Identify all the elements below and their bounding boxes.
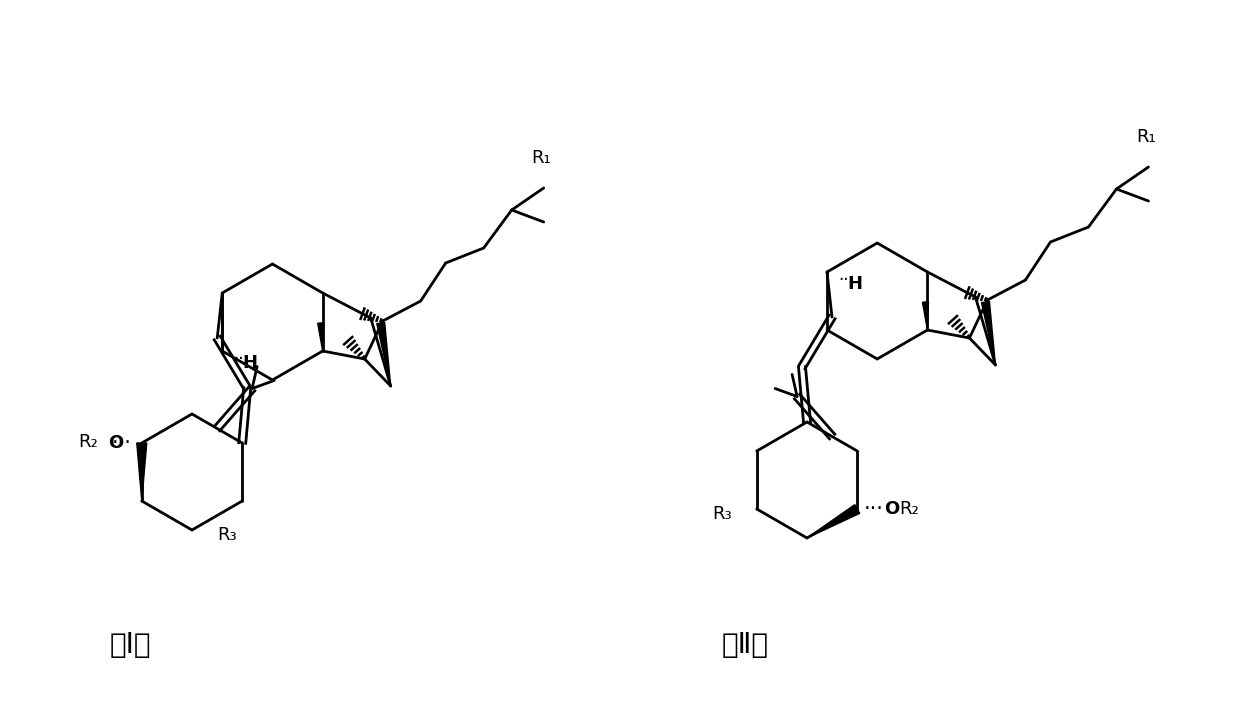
Text: R₂: R₂: [899, 500, 919, 518]
Text: H: H: [243, 354, 258, 372]
Text: R₃: R₃: [217, 526, 237, 544]
Polygon shape: [923, 301, 929, 330]
Text: （Ⅰ）: （Ⅰ）: [109, 631, 151, 659]
Text: ···: ···: [112, 433, 131, 453]
Text: ··: ··: [838, 271, 848, 289]
Polygon shape: [982, 301, 996, 365]
Polygon shape: [807, 505, 859, 538]
Text: ··: ··: [233, 350, 243, 368]
Text: ···: ···: [864, 499, 884, 519]
Polygon shape: [317, 323, 324, 351]
Text: O: O: [108, 434, 124, 452]
Polygon shape: [377, 323, 391, 386]
Text: R₁: R₁: [532, 149, 552, 167]
Text: R₃: R₃: [712, 505, 732, 523]
Text: R₁: R₁: [1136, 128, 1156, 146]
Text: （Ⅱ）: （Ⅱ）: [722, 631, 769, 659]
Polygon shape: [136, 443, 146, 501]
Text: R₂: R₂: [78, 433, 98, 451]
Text: H: H: [847, 275, 863, 293]
Text: O: O: [884, 500, 899, 518]
